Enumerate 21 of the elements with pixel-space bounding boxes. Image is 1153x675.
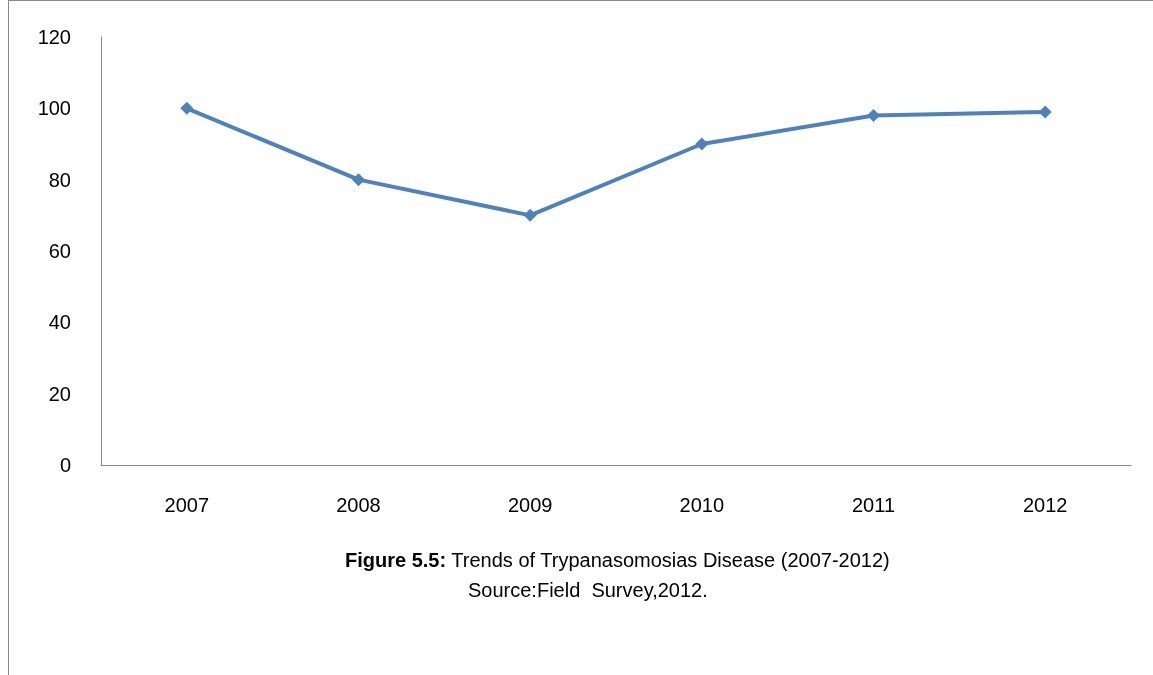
y-tick-label: 80 <box>48 168 71 191</box>
x-tick-label: 2009 <box>507 494 553 516</box>
text: Figure 5.5: Trends of Trypanasomosias Disease (2007-2012) <box>345 549 890 571</box>
x-tick-label: 2008 <box>336 494 381 516</box>
x-tick-label: 2012 <box>1022 494 1068 516</box>
source-note: Source:Field Survey,2012. <box>468 579 708 601</box>
y-tick-label: 20 <box>48 382 71 405</box>
x-tick-label: 2011 <box>851 494 896 516</box>
y-tick-label: 60 <box>48 240 71 262</box>
point <box>180 101 194 115</box>
x-tick-label: 2010 <box>679 494 725 516</box>
point <box>867 108 880 122</box>
point <box>695 137 709 151</box>
y-tick-label: 120 <box>37 26 71 48</box>
y-tick-label: 40 <box>48 311 71 334</box>
y-tick-label: 0 <box>59 454 71 476</box>
point <box>1038 105 1052 119</box>
point <box>352 173 365 187</box>
x-tick-label: 2007 <box>164 494 210 516</box>
point <box>523 208 537 222</box>
y-tick-label: 100 <box>37 97 71 120</box>
